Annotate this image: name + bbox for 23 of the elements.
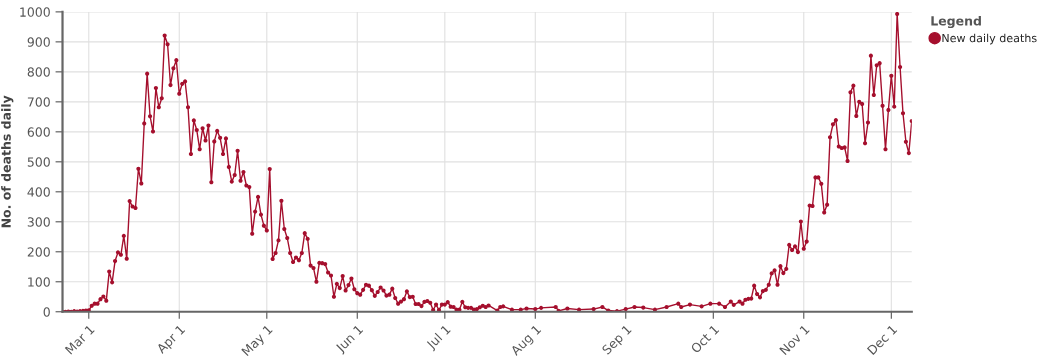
y-tick-label: 800	[27, 67, 50, 77]
y-tick-label: 700	[27, 97, 50, 107]
x-tick-label: Jul 1	[425, 324, 453, 352]
y-tick-label: 900	[27, 37, 50, 47]
y-axis-title: No. of deaths daily	[1, 95, 14, 228]
x-tick-label: Jun 1	[334, 324, 365, 355]
y-tick-label: 300	[27, 217, 50, 227]
y-tick-label: 0	[43, 307, 50, 317]
y-tick-label: 400	[27, 187, 50, 197]
x-tick-label: Mar 1	[64, 324, 95, 355]
y-tick-label: 200	[27, 247, 50, 257]
y-tick-label: 100	[28, 277, 50, 287]
y-tick-label: 500	[27, 157, 50, 167]
x-tick-label: Apr 1	[155, 324, 187, 356]
x-tick-label: Nov 1	[779, 324, 810, 356]
x-tick-label: Aug 1	[509, 324, 544, 358]
legend-title: Legend	[931, 15, 981, 29]
legend-label: New daily deaths	[942, 33, 1037, 45]
y-tick-label: 600	[27, 127, 50, 137]
x-tick-label: Oct 1	[690, 324, 720, 354]
x-tick-label: Dec 1	[866, 324, 898, 356]
x-tick-label: Sep 1	[601, 324, 634, 357]
y-tick-label: 1000	[20, 7, 50, 17]
